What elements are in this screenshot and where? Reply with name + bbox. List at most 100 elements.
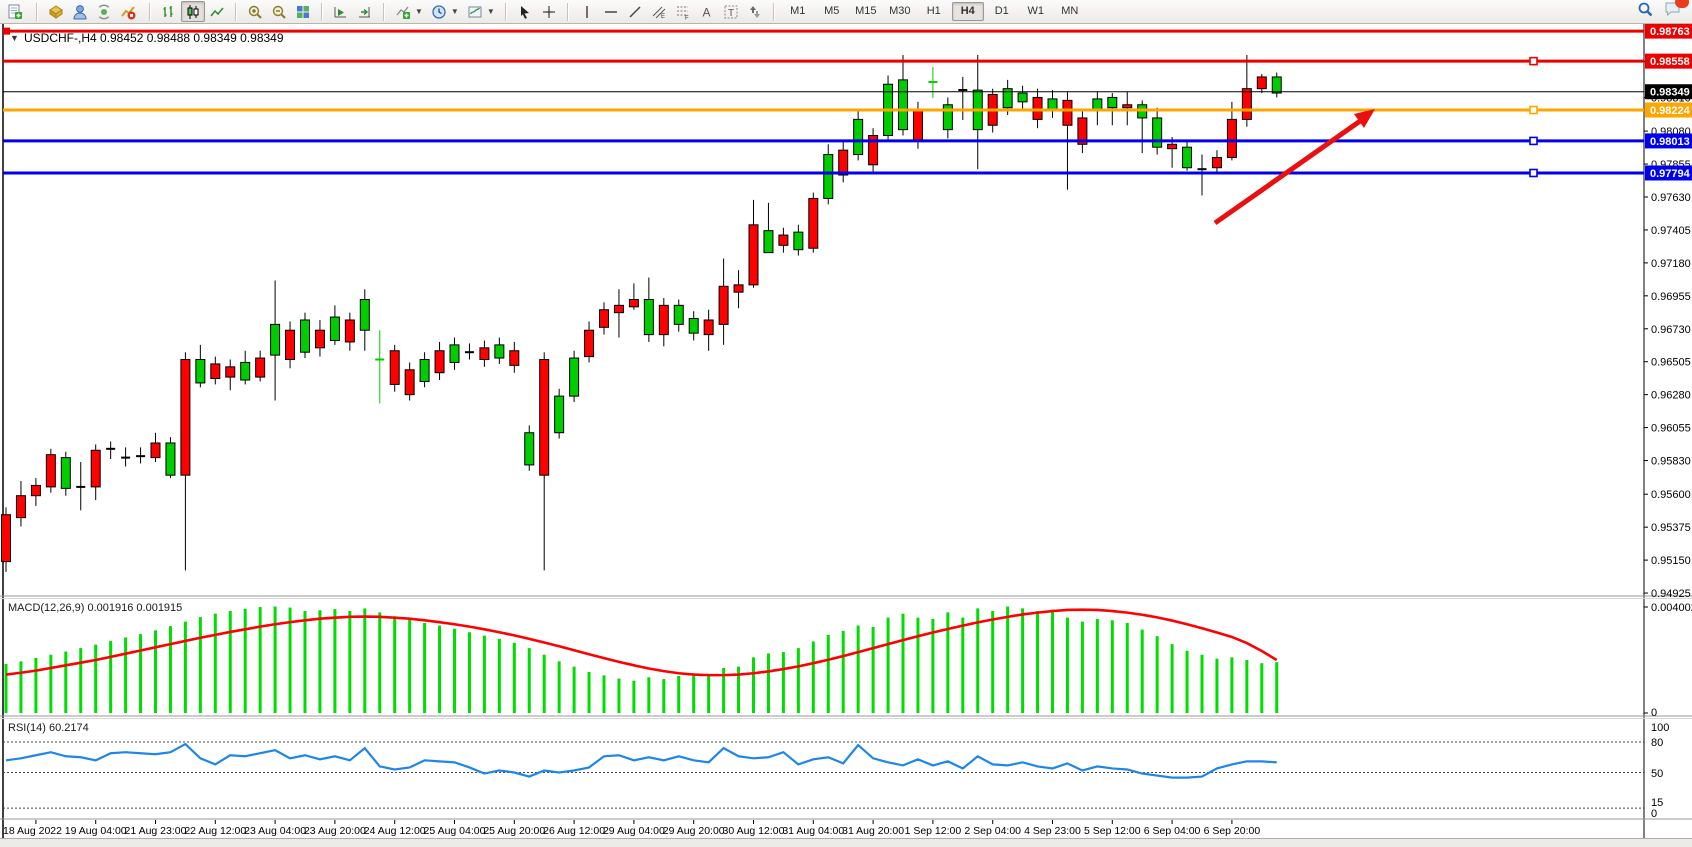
bear-candle xyxy=(628,298,639,308)
arrows-button[interactable] xyxy=(743,1,767,22)
bear-candle xyxy=(539,359,550,476)
templates-button[interactable]: ▼ xyxy=(463,1,499,22)
zoom-in-button[interactable] xyxy=(243,1,267,22)
tile-windows-icon xyxy=(295,4,311,20)
timeframe-m30-button[interactable]: M30 xyxy=(889,5,911,17)
rsi-line xyxy=(5,742,1277,779)
time-tick-label: 31 Aug 20:00 xyxy=(842,825,904,837)
bear-candle xyxy=(225,366,236,378)
time-tick-label: 18 Aug 2022 xyxy=(3,825,62,837)
trendline-button[interactable] xyxy=(623,1,647,22)
macd-histogram-bar xyxy=(886,617,890,713)
tile-windows-button[interactable] xyxy=(291,1,315,22)
bar-chart-button[interactable] xyxy=(157,1,181,22)
chart-canvas[interactable]: 0.985550.983100.980800.978550.976300.974… xyxy=(0,23,1692,840)
line-anchor-marker[interactable] xyxy=(1529,105,1538,115)
price-tick-label: 0.96730 xyxy=(1651,324,1691,336)
chat-icon[interactable] xyxy=(1664,0,1689,22)
price-tick-label: 0.95375 xyxy=(1651,522,1691,534)
time-tick-label: 29 Aug 04:00 xyxy=(603,825,665,837)
svg-text:T: T xyxy=(728,8,734,19)
trend-arrow[interactable] xyxy=(1213,116,1365,226)
signals-button[interactable] xyxy=(92,1,116,22)
bear-candle xyxy=(658,304,669,336)
cursor-button[interactable] xyxy=(513,1,537,22)
fibonacci-button[interactable]: F xyxy=(671,1,695,22)
timeframe-h4-button[interactable]: H4 xyxy=(951,2,984,21)
trendline-icon xyxy=(627,4,643,20)
auto-scroll-button[interactable] xyxy=(329,1,353,22)
bear-candle xyxy=(1226,118,1237,158)
time-tick-label: 24 Aug 12:00 xyxy=(364,825,426,837)
bear-candle xyxy=(748,224,759,286)
chart-shift-button[interactable] xyxy=(353,1,377,22)
equidistant-channel-button[interactable]: E xyxy=(647,1,671,22)
bull-candle xyxy=(1271,76,1282,94)
macd-histogram-bar xyxy=(288,607,292,713)
time-tick-label: 25 Aug 04:00 xyxy=(424,825,486,837)
price-tick-label: 0.95150 xyxy=(1651,555,1691,567)
timeframe-m1-button[interactable]: M1 xyxy=(790,5,806,17)
vertical-line-button[interactable] xyxy=(575,1,599,22)
price-tick-label: 0.97180 xyxy=(1651,258,1691,270)
price-tick-label: 0.96280 xyxy=(1651,390,1691,402)
macd-histogram-bar xyxy=(1110,620,1114,713)
bear-candle xyxy=(1062,99,1073,126)
macd-histogram-bar xyxy=(198,617,202,713)
timeframe-m15-button[interactable]: M15 xyxy=(855,5,877,17)
macd-histogram-bar xyxy=(991,611,995,713)
bear-candle xyxy=(912,110,923,141)
macd-histogram-bar xyxy=(1245,660,1249,713)
timeframe-w1-button[interactable]: W1 xyxy=(1027,5,1045,17)
text-button[interactable]: A xyxy=(695,1,719,22)
macd-histogram-bar xyxy=(393,616,397,713)
bull-candle xyxy=(793,231,804,251)
bull-candle xyxy=(853,118,864,156)
zoom-out-button[interactable] xyxy=(267,1,291,22)
macd-histogram-bar xyxy=(1095,618,1099,713)
chart-shift-icon xyxy=(357,4,373,20)
toolbar-separator xyxy=(566,2,569,21)
bull-candle xyxy=(195,359,206,384)
bear-candle xyxy=(838,149,849,176)
timeframe-h1-button[interactable]: H1 xyxy=(926,5,941,17)
text-label-button[interactable]: T xyxy=(719,1,743,22)
search-icon[interactable] xyxy=(1637,1,1654,23)
crosshair-button[interactable] xyxy=(537,1,561,22)
new-order-button[interactable] xyxy=(3,1,30,22)
metaeditor-button[interactable] xyxy=(44,1,68,22)
bull-candle xyxy=(688,318,699,334)
bull-candle xyxy=(494,344,505,359)
auto-scroll-icon xyxy=(333,4,349,20)
trend-arrow-head[interactable] xyxy=(1354,109,1375,128)
data-window-button[interactable] xyxy=(68,1,92,22)
chart-background xyxy=(0,23,1692,839)
autotrading-button[interactable] xyxy=(116,1,143,22)
indicators-icon xyxy=(395,4,411,20)
chart-window[interactable]: 0.985550.983100.980800.978550.976300.974… xyxy=(0,23,1692,844)
price-label-text: 0.98224 xyxy=(1650,105,1691,117)
line-chart-button[interactable] xyxy=(205,1,229,22)
timeframe-d1-button[interactable]: D1 xyxy=(994,5,1009,17)
line-anchor-marker[interactable] xyxy=(1529,56,1538,66)
macd-histogram-bar xyxy=(318,610,322,713)
macd-histogram-bar xyxy=(1230,657,1234,713)
horizontal-line-button[interactable] xyxy=(599,1,623,22)
macd-histogram-bar xyxy=(378,612,382,713)
symbol-dropdown-icon: ▼ xyxy=(10,33,19,43)
macd-histogram-bar xyxy=(1170,644,1174,713)
macd-histogram-bar xyxy=(139,634,143,713)
indicators-button[interactable]: ▼ xyxy=(391,1,427,22)
periods-button[interactable]: ▼ xyxy=(427,1,463,22)
main-toolbar: ▼ ▼ ▼ E F A T M1 M5 M15 M30 H1 H4 D1 W1 MN xyxy=(0,0,1692,24)
line-anchor-marker[interactable] xyxy=(1529,168,1538,178)
bear-candle xyxy=(778,234,789,246)
timeframe-m5-button[interactable]: M5 xyxy=(824,5,840,17)
timeframe-mn-button[interactable]: MN xyxy=(1061,5,1079,17)
line-anchor-marker[interactable] xyxy=(1529,136,1538,146)
macd-histogram-bar xyxy=(438,625,442,713)
macd-histogram-bar xyxy=(258,607,262,713)
line-anchor-marker[interactable] xyxy=(3,27,10,35)
candlestick-chart-button[interactable] xyxy=(181,1,205,22)
time-tick-label: 22 Aug 12:00 xyxy=(184,825,246,837)
